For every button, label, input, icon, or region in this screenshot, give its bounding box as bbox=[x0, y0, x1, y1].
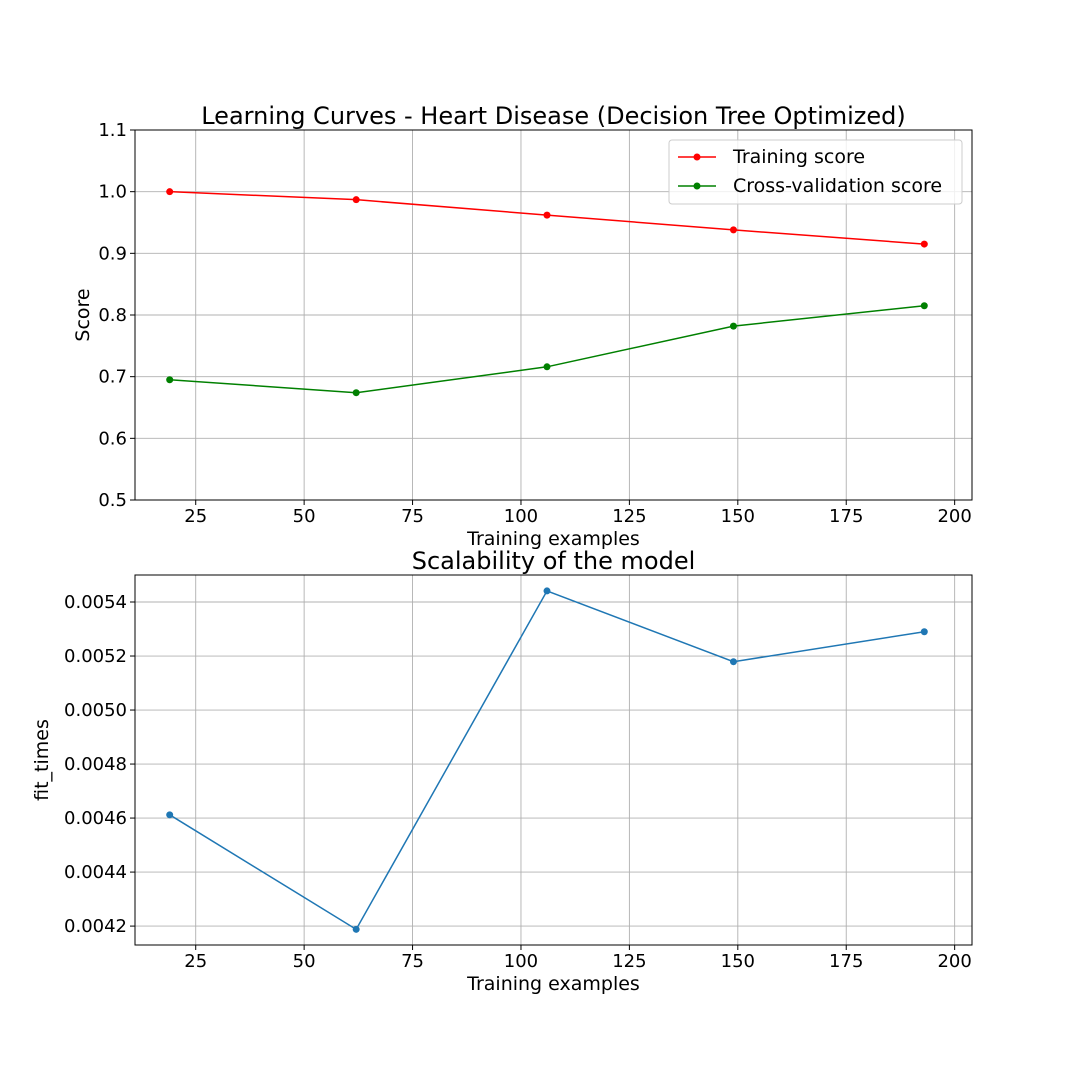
y-tick-label: 0.6 bbox=[98, 428, 127, 449]
y-tick-label: 0.0050 bbox=[64, 700, 127, 721]
learning-curves-data-point bbox=[920, 240, 928, 248]
y-tick-label: 1.0 bbox=[98, 182, 127, 203]
y-tick-label: 0.0048 bbox=[64, 754, 127, 775]
x-tick-label: 125 bbox=[612, 951, 646, 972]
y-tick-label: 0.9 bbox=[98, 243, 127, 264]
y-tick-label: 0.0042 bbox=[64, 916, 127, 937]
x-tick-label: 175 bbox=[829, 506, 863, 527]
scalability-data-point bbox=[920, 628, 928, 636]
scalability-y-axis-label: fit_times bbox=[31, 719, 53, 801]
scalability-chart: 25 50 75 100 125 150 175 200 0.0042 0.0044 0.0046 0… bbox=[31, 547, 973, 995]
legend-marker bbox=[693, 182, 701, 190]
x-tick-label: 25 bbox=[184, 506, 207, 527]
y-tick-label: 0.0046 bbox=[64, 808, 127, 829]
scalability-data-point bbox=[352, 925, 360, 933]
learning-curves-data-point bbox=[920, 302, 928, 310]
y-tick-label: 0.8 bbox=[98, 305, 127, 326]
x-tick-label: 175 bbox=[829, 951, 863, 972]
learning-curves-data-point bbox=[543, 363, 551, 371]
learning-curves-chart: 25 50 75 100 125 150 175 200 0.5 0.6 0.7 0.8 0.9 1.0 1… bbox=[72, 102, 973, 550]
learning-curves-data-point bbox=[166, 188, 174, 196]
x-tick-label: 200 bbox=[937, 951, 971, 972]
scalability-plot-frame bbox=[134, 574, 973, 946]
x-tick-label: 75 bbox=[401, 506, 424, 527]
scalability-data-point bbox=[543, 587, 551, 595]
scalability-data-point bbox=[729, 658, 737, 666]
legend-label: Training score bbox=[732, 146, 865, 168]
scalability-title: Scalability of the model bbox=[412, 547, 696, 575]
y-tick-label: 0.0054 bbox=[64, 592, 127, 613]
y-tick-label: 1.1 bbox=[98, 120, 127, 141]
x-tick-label: 75 bbox=[401, 951, 424, 972]
x-tick-label: 200 bbox=[937, 506, 971, 527]
x-tick-label: 100 bbox=[504, 506, 538, 527]
legend-marker bbox=[693, 153, 701, 161]
scalability-x-axis-label: Training examples bbox=[466, 973, 640, 995]
legend-label: Cross-validation score bbox=[733, 175, 942, 197]
learning-curves-x-axis-label: Training examples bbox=[466, 528, 640, 550]
learning-curves-data-point bbox=[543, 211, 551, 219]
y-tick-label: 0.7 bbox=[98, 367, 127, 388]
scalability-data-point bbox=[166, 811, 174, 819]
learning-curves-data-point bbox=[352, 389, 360, 397]
learning-curves-data-point bbox=[729, 322, 737, 330]
learning-curves-data-point bbox=[166, 376, 174, 384]
legend-box bbox=[668, 139, 963, 205]
learning-curves-y-axis-label: Score bbox=[72, 288, 94, 341]
y-tick-label: 0.0052 bbox=[64, 646, 127, 667]
learning-curves-title: Learning Curves - Heart Disease (Decisio… bbox=[201, 102, 906, 130]
y-tick-label: 0.0044 bbox=[64, 862, 127, 883]
learning-curves-data-point bbox=[729, 226, 737, 234]
x-tick-label: 50 bbox=[293, 951, 316, 972]
x-tick-label: 25 bbox=[184, 951, 207, 972]
learning-curves-legend: Training score Cross-validation score bbox=[668, 139, 963, 205]
x-tick-label: 150 bbox=[721, 506, 755, 527]
y-tick-label: 0.5 bbox=[98, 490, 127, 511]
learning-curves-data-point bbox=[352, 196, 360, 204]
x-tick-label: 100 bbox=[504, 951, 538, 972]
x-tick-label: 50 bbox=[293, 506, 316, 527]
x-tick-label: 125 bbox=[612, 506, 646, 527]
x-tick-label: 150 bbox=[721, 951, 755, 972]
